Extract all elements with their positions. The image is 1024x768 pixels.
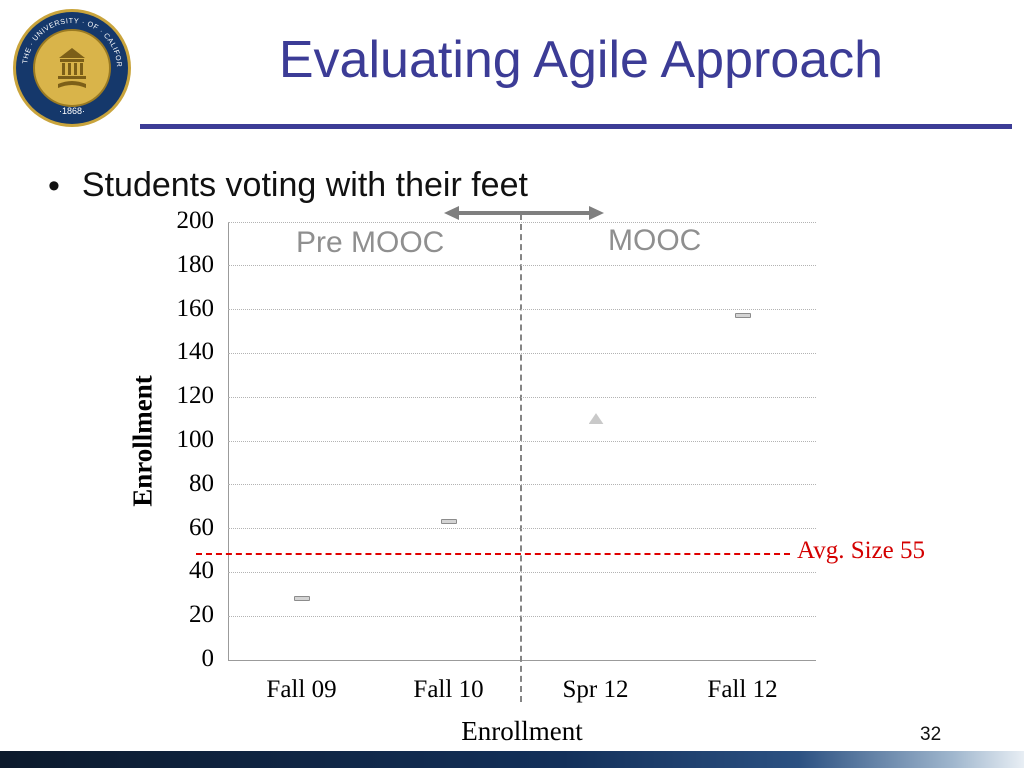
mooc-divider-dashed-line [520, 214, 522, 702]
title-underline [140, 124, 1012, 129]
average-size-label: Avg. Size 55 [797, 537, 925, 564]
x-tick-label: Fall 10 [413, 676, 484, 703]
gridline [228, 265, 816, 267]
pre-mooc-region-label: Pre MOOC [296, 226, 445, 259]
uc-berkeley-seal-logo: THE · UNIVERSITY · OF · CALIFORNIA ·1868… [12, 8, 131, 127]
data-point-marker [293, 595, 310, 601]
double-headed-arrow-icon [444, 206, 604, 220]
gridline [228, 484, 816, 486]
x-tick-label: Fall 09 [266, 676, 337, 703]
y-tick-label: 80 [189, 469, 214, 497]
average-size-dashed-line [196, 552, 790, 555]
seal-year-text: ·1868· [59, 106, 85, 116]
y-tick-label: 160 [176, 294, 215, 322]
seal-building-emblem [58, 48, 86, 88]
gridline [228, 615, 816, 617]
y-tick-label: 40 [189, 557, 214, 585]
gridline [228, 571, 816, 573]
page-number: 32 [920, 724, 942, 745]
y-tick-label: 100 [176, 426, 215, 453]
bullet-text: Students voting with their feet [81, 166, 528, 204]
gridline [228, 352, 816, 354]
y-tick-label: 180 [176, 250, 215, 278]
bullet-marker: • [48, 167, 60, 205]
gridline [228, 221, 816, 223]
x-tick-label: Spr 12 [562, 676, 629, 703]
x-axis-line [228, 660, 816, 661]
slide-title: Evaluating Agile Approach [278, 31, 884, 89]
y-tick-label: 60 [189, 513, 214, 541]
x-tick-label: Fall 12 [707, 676, 778, 703]
bullet-item: • Students voting with their feet [48, 166, 528, 207]
footer-gradient-bar [0, 751, 1024, 768]
gridline [228, 396, 816, 398]
x-axis-title: Enrollment [461, 716, 583, 746]
mooc-region-label: MOOC [608, 224, 702, 257]
data-point-marker [734, 313, 751, 319]
y-tick-label: 200 [176, 207, 215, 234]
gridline [228, 440, 816, 442]
y-tick-label: 120 [176, 382, 215, 410]
data-point-marker [588, 413, 604, 425]
y-tick-label: 20 [189, 601, 214, 629]
data-point-marker [440, 519, 457, 525]
gridline [228, 528, 816, 530]
y-tick-label: 140 [176, 338, 215, 366]
gridline [228, 309, 816, 311]
y-tick-label: 0 [201, 645, 215, 672]
